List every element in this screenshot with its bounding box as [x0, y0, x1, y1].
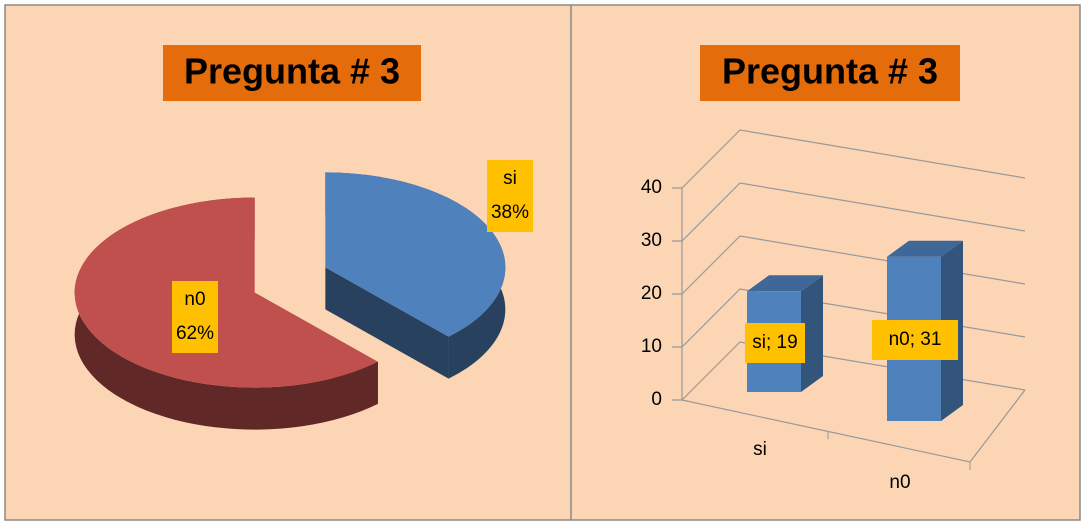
data-label: si; 19: [752, 332, 797, 353]
data-label-box: [487, 160, 533, 232]
grid-line: [672, 341, 1026, 401]
chart-title: Pregunta # 3: [184, 51, 400, 92]
chart-title: Pregunta # 3: [722, 51, 938, 92]
pie-slice-wall: [325, 267, 449, 379]
y-tick-label: 30: [641, 230, 662, 251]
data-label-box: [872, 320, 958, 360]
x-tick-label: n0: [889, 472, 910, 493]
title-box: [700, 45, 960, 101]
data-label-box: [745, 323, 805, 363]
data-label: 38%: [491, 202, 529, 223]
title-box: [163, 45, 421, 101]
pie-slice: [325, 172, 506, 337]
bar-side: [801, 275, 823, 392]
bar-top: [747, 275, 823, 292]
y-tick-label: 40: [641, 177, 662, 198]
data-label-box: [172, 281, 218, 353]
y-tick-label: 20: [641, 283, 662, 304]
y-tick-label: 10: [641, 336, 662, 357]
grid-line: [672, 129, 1026, 189]
grid-line: [672, 182, 1026, 242]
pie-slice: [74, 197, 378, 388]
data-label: si: [503, 168, 517, 189]
bar-top: [887, 240, 963, 257]
y-tick-label: 0: [651, 389, 662, 410]
grid-line: [672, 235, 1026, 295]
grid-line: [672, 288, 1026, 348]
data-label: 62%: [176, 323, 214, 344]
data-label: n0: [184, 289, 205, 310]
x-tick-label: si: [753, 439, 767, 460]
data-label: n0; 31: [889, 329, 942, 350]
